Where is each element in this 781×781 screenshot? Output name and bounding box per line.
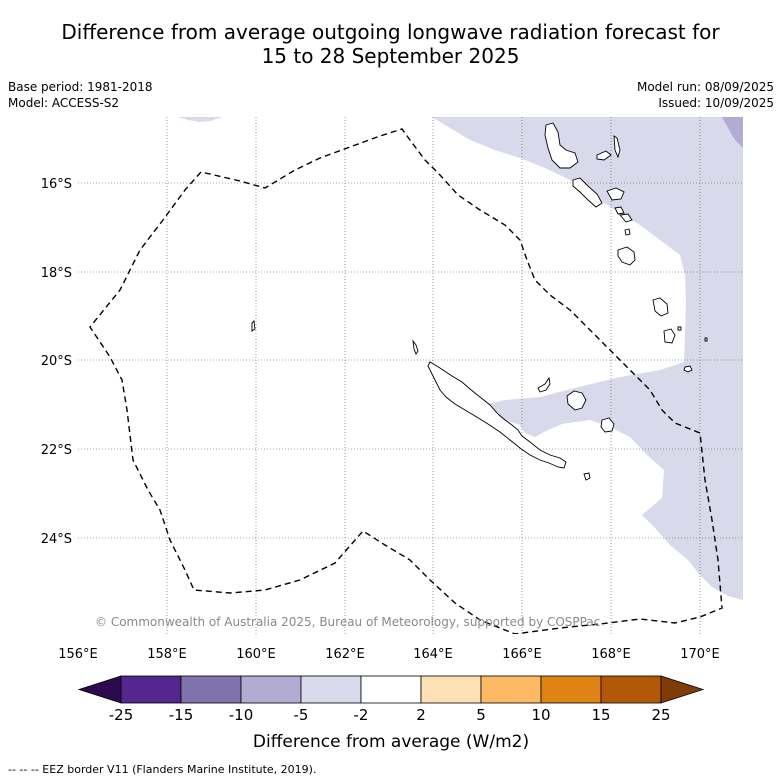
efate-island bbox=[619, 213, 633, 223]
colorbar-tick-label: -25 bbox=[109, 706, 134, 724]
colorbar-bin bbox=[240, 675, 302, 704]
maewo-island bbox=[613, 135, 621, 159]
lat-label-18s: 18°S bbox=[41, 266, 72, 281]
colorbar-bin bbox=[120, 675, 182, 704]
shepherd-island bbox=[624, 228, 631, 236]
eez-footnote: -- -- -- EEZ border V11 (Flanders Marine… bbox=[8, 763, 317, 776]
matthew-island bbox=[683, 365, 693, 373]
lon-label-164e: 164°E bbox=[413, 647, 453, 662]
tanna-island bbox=[652, 297, 669, 317]
lon-label-170e: 170°E bbox=[680, 647, 720, 662]
ambae-island bbox=[596, 150, 612, 161]
colorbar-tick-label: 15 bbox=[591, 706, 610, 724]
map-area bbox=[78, 117, 743, 634]
colorbar-tick-label: -15 bbox=[169, 706, 194, 724]
colorbar-tick-labels: -25 -15 -10 -5 -2 2 5 10 15 25 bbox=[109, 706, 671, 724]
belep-islands bbox=[412, 339, 419, 355]
base-info: Base period: 1981-2018 Model: ACCESS-S2 bbox=[8, 79, 153, 111]
small-islet-3 bbox=[704, 337, 708, 342]
colorbar-tick-label: 10 bbox=[531, 706, 550, 724]
colorbar-tick-label: 25 bbox=[651, 706, 670, 724]
coastlines bbox=[251, 122, 708, 481]
colorbar-bin bbox=[540, 675, 602, 704]
colorbar-extension-high bbox=[660, 675, 705, 704]
erromango-island bbox=[617, 246, 636, 266]
base-period-label: Base period: 1981-2018 bbox=[8, 80, 153, 94]
anomaly-region-moderate bbox=[722, 117, 743, 148]
lon-label-166e: 166°E bbox=[502, 647, 542, 662]
model-run-label: Model run: 08/09/2025 bbox=[636, 80, 774, 94]
anomaly-region-negative bbox=[432, 117, 743, 600]
epi-island bbox=[614, 206, 625, 215]
anomaly-region-negative-nw bbox=[178, 117, 222, 122]
colorbar-bin bbox=[420, 675, 482, 704]
isle-of-pines bbox=[583, 472, 591, 481]
small-islet-1 bbox=[251, 320, 256, 332]
eez-border-solomon-sea bbox=[89, 128, 723, 634]
colorbar-title: Difference from average (W/m2) bbox=[253, 732, 529, 752]
lon-label-158e: 158°E bbox=[147, 647, 187, 662]
colorbar-bin bbox=[480, 675, 542, 704]
lat-label-22s: 22°S bbox=[41, 443, 72, 458]
lon-label-156e: 156°E bbox=[58, 647, 98, 662]
mare-island bbox=[600, 417, 615, 433]
ouvea-island bbox=[537, 376, 551, 393]
malekula-island bbox=[572, 177, 603, 208]
lat-label-24s: 24°S bbox=[41, 532, 72, 547]
colorbar-bin bbox=[360, 675, 422, 704]
run-info: Model run: 08/09/2025 Issued: 10/09/2025 bbox=[637, 79, 774, 111]
longitude-labels: 156°E 158°E 160°E 162°E 164°E 166°E 168°… bbox=[58, 647, 720, 662]
lon-label-162e: 162°E bbox=[325, 647, 365, 662]
model-label: Model: ACCESS-S2 bbox=[8, 96, 120, 110]
espiritu-santo-island bbox=[544, 122, 579, 169]
colorbar-tick-label: -2 bbox=[354, 706, 369, 724]
eez-borders bbox=[89, 128, 723, 634]
issued-label: Issued: 10/09/2025 bbox=[658, 96, 774, 110]
colorbar bbox=[77, 675, 705, 704]
colorbar-tick-label: -5 bbox=[294, 706, 309, 724]
colorbar-bin bbox=[600, 675, 662, 704]
colorbar-extension-low bbox=[77, 675, 122, 704]
lifou-island bbox=[566, 390, 587, 411]
new-caledonia-island bbox=[427, 361, 567, 469]
lat-label-16s: 16°S bbox=[41, 177, 72, 192]
aneityum-island bbox=[663, 328, 676, 344]
colorbar-tick-label: 2 bbox=[416, 706, 426, 724]
pentecost-island bbox=[606, 187, 625, 201]
title-line-2: 15 to 28 September 2025 bbox=[261, 44, 520, 68]
title-line-1: Difference from average outgoing longwav… bbox=[61, 20, 720, 44]
copyright-notice: © Commonwealth of Australia 2025, Bureau… bbox=[95, 615, 600, 629]
latitude-labels: 16°S 18°S 20°S 22°S 24°S bbox=[41, 177, 72, 547]
lat-label-20s: 20°S bbox=[41, 354, 72, 369]
colorbar-tick-label: 5 bbox=[476, 706, 486, 724]
chart-title: Difference from average outgoing longwav… bbox=[0, 20, 781, 68]
small-islet-2 bbox=[677, 326, 682, 331]
colorbar-bin bbox=[300, 675, 362, 704]
colorbar-tick-label: -10 bbox=[229, 706, 254, 724]
lon-label-160e: 160°E bbox=[236, 647, 276, 662]
lon-label-168e: 168°E bbox=[591, 647, 631, 662]
colorbar-bin bbox=[180, 675, 242, 704]
